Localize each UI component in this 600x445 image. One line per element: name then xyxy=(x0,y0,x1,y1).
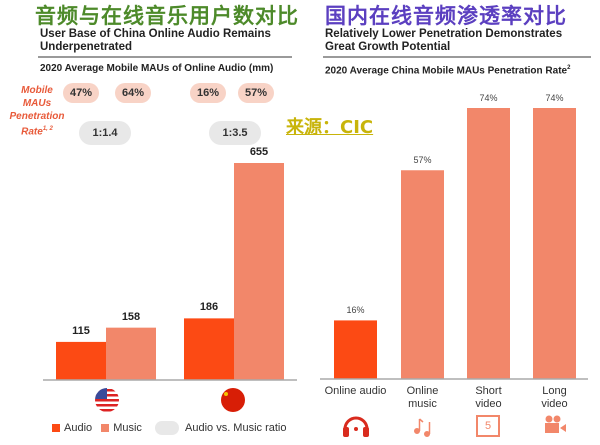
penetration-rate-label: Mobile MAUs Penetration Rate1, 2 xyxy=(6,84,68,138)
ratio-pill-cn: 1:3.5 xyxy=(209,121,261,145)
value-label-penetration-0: 16% xyxy=(346,305,365,316)
value-label-music-0: 158 xyxy=(121,310,141,323)
category-label-3: Long video xyxy=(518,385,591,411)
source-label: 来源：CIC xyxy=(286,117,374,138)
legend-music: Music xyxy=(101,422,142,434)
category-label-line: Short xyxy=(475,385,502,397)
ratio-pill-us: 1:1.4 xyxy=(79,121,131,145)
bar-audio-1 xyxy=(184,318,234,380)
svg-text:5: 5 xyxy=(485,420,491,432)
right-divider xyxy=(323,56,591,58)
bar-penetration-2 xyxy=(467,108,510,379)
bar-penetration-1 xyxy=(401,170,444,379)
legend-music-label: Music xyxy=(113,421,142,434)
legend-ratio-label: Audio vs. Music ratio xyxy=(185,421,287,434)
value-label-music-1: 655 xyxy=(249,146,269,158)
value-label-audio-0: 115 xyxy=(72,324,90,337)
legend-audio: Audio xyxy=(52,422,92,434)
right-chinese-title: 国内在线音频渗透率对比 xyxy=(325,4,567,28)
pen-pill-cn-music: 57% xyxy=(238,83,274,103)
bar-music-0 xyxy=(106,327,156,380)
headphones-icon xyxy=(343,416,369,437)
left-chinese-title: 音频与在线音乐用户数对比 xyxy=(35,4,299,28)
category-label-line: music xyxy=(408,398,437,410)
category-label-line: video xyxy=(541,398,568,410)
left-divider xyxy=(38,56,292,58)
short-video-icon: 5 xyxy=(476,415,500,437)
category-label-line: Online audio xyxy=(324,385,387,397)
bar-audio-0 xyxy=(56,341,106,380)
penetration-label-sup: 1, 2 xyxy=(42,126,53,132)
music-notes-icon xyxy=(414,418,431,437)
pen-pill-us-audio: 47% xyxy=(63,83,99,103)
bar-penetration-0 xyxy=(334,320,377,379)
pen-pill-cn-audio: 16% xyxy=(190,83,226,103)
legend: Audio Music Audio vs. Music ratio xyxy=(52,421,286,435)
category-label-1: Online music xyxy=(386,385,459,411)
china-flag-icon xyxy=(221,388,245,412)
category-label-line: video xyxy=(475,398,502,410)
legend-audio-label: Audio xyxy=(64,421,93,434)
value-label-penetration-3: 74% xyxy=(545,93,564,103)
right-chart-subtitle: 2020 Average China Mobile MAUs Penetrati… xyxy=(325,62,585,77)
right-chart-title: Relatively Lower Penetration Demonstrate… xyxy=(325,28,563,53)
legend-music-swatch xyxy=(101,424,110,432)
bar-penetration-3 xyxy=(533,108,576,379)
left-chart-subtitle: 2020 Average Mobile MAUs of Online Audio… xyxy=(40,63,274,74)
value-label-penetration-1: 57% xyxy=(413,155,432,166)
legend-audio-swatch xyxy=(52,424,60,432)
legend-ratio: Audio vs. Music ratio xyxy=(155,421,287,435)
category-label-2: Short video xyxy=(452,385,525,411)
us-flag-icon xyxy=(95,388,119,412)
right-subtitle-sup: 2 xyxy=(567,65,571,71)
category-label-line: Online xyxy=(406,385,439,397)
category-label-0: Online audio xyxy=(319,385,392,398)
right-subtitle-text: 2020 Average China Mobile MAUs Penetrati… xyxy=(325,65,568,77)
pen-pill-us-music: 64% xyxy=(115,83,151,103)
category-label-line: Long xyxy=(542,385,567,397)
bar-music-1 xyxy=(234,163,284,380)
penetration-label-text: Mobile MAUs Penetration Rate xyxy=(9,85,65,138)
legend-ratio-swatch xyxy=(155,421,179,435)
left-chart-title: User Base of China Online Audio Remains … xyxy=(40,28,271,53)
value-label-audio-1: 186 xyxy=(199,301,219,314)
value-label-penetration-2: 74% xyxy=(479,93,498,103)
video-camera-icon xyxy=(545,415,566,433)
